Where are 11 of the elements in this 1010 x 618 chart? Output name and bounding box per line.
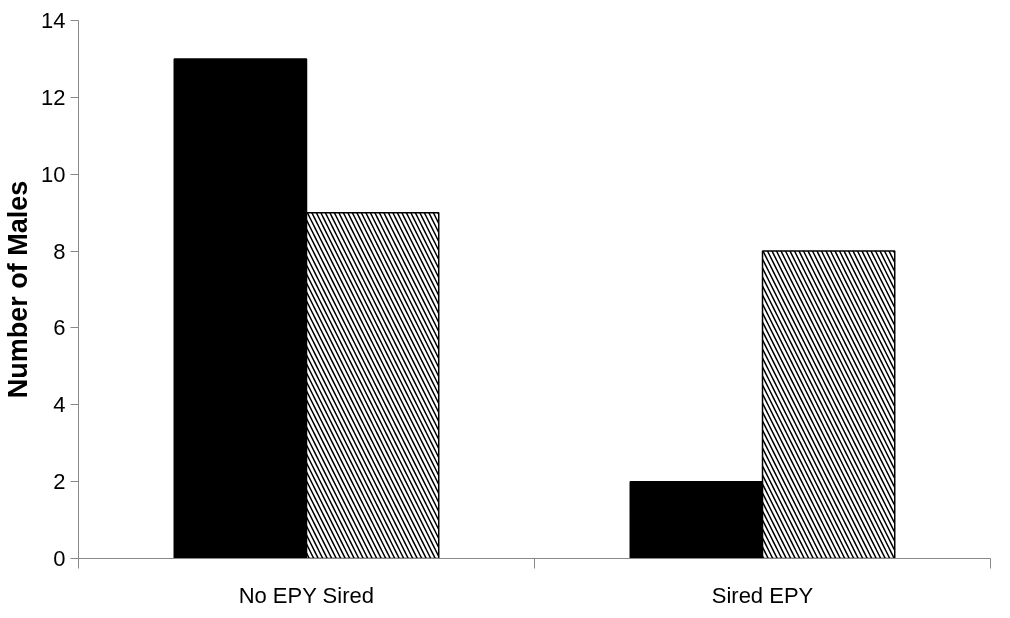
- x-tick-label: No EPY Sired: [238, 582, 374, 608]
- y-tick-label: 8: [53, 238, 66, 264]
- y-tick-label: 2: [53, 469, 66, 495]
- y-tick-label: 0: [53, 546, 66, 571]
- y-axis-title: Number of Males: [3, 180, 34, 399]
- x-tick-label: Sired EPY: [711, 582, 814, 608]
- y-tick-label: 6: [53, 315, 66, 341]
- y-tick-label: 12: [41, 84, 66, 110]
- y-tick-label: 4: [53, 392, 66, 418]
- y-tick-label: 10: [41, 161, 66, 187]
- y-tick-label: 14: [41, 8, 66, 33]
